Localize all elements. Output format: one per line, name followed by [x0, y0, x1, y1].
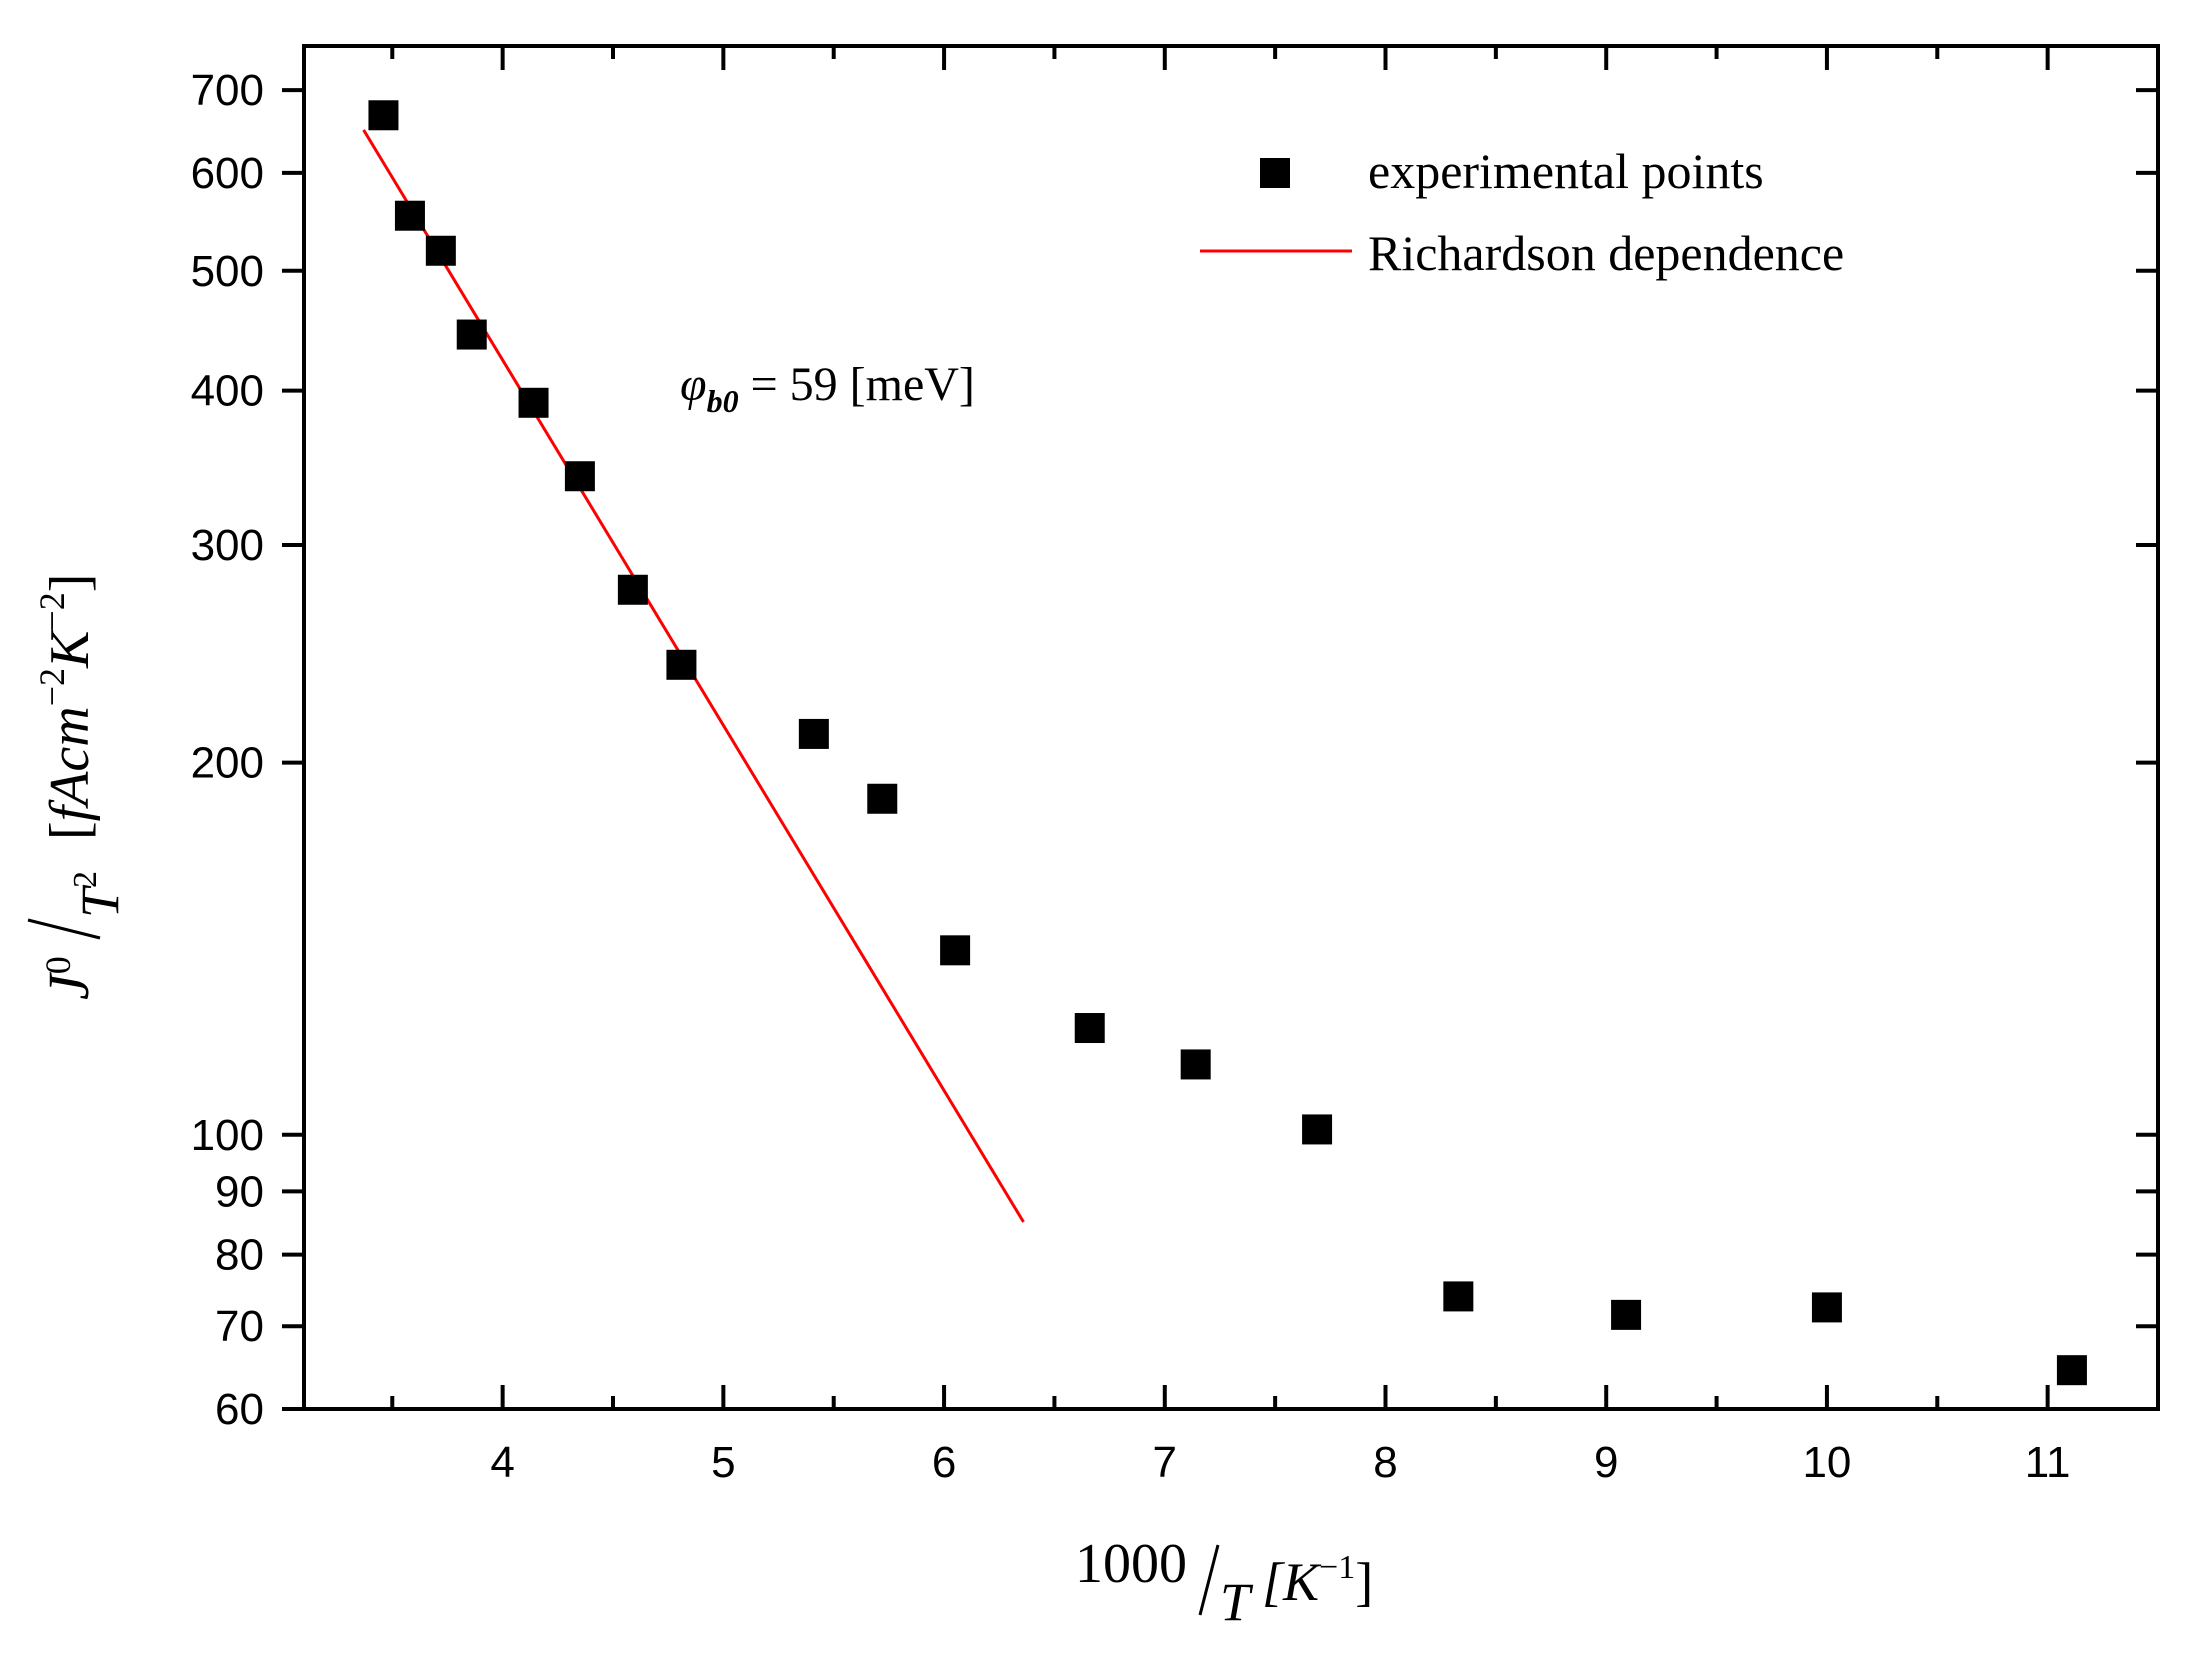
y-tick-label: 500 [191, 247, 264, 296]
barrier-annotation: φb0 = 59 [meV] [680, 358, 975, 419]
x-tick-label: 7 [1153, 1438, 1177, 1487]
data-point [1811, 1292, 1842, 1323]
y-label-denominator: T2 [67, 871, 130, 918]
x-tick-label: 4 [490, 1438, 514, 1487]
data-point [867, 783, 898, 814]
y-tick-label: 400 [191, 367, 264, 416]
data-point [1074, 1013, 1105, 1044]
legend-marker-points [1260, 158, 1290, 188]
x-axis-label: 1000 T [K−1] [1075, 1533, 1373, 1632]
x-tick-label: 10 [1802, 1438, 1851, 1487]
y-label-unit-exp1: −2 [32, 668, 72, 706]
data-point [617, 574, 648, 605]
y-label-unit-close: ] [39, 574, 101, 593]
legend-label-points: experimental points [1368, 143, 1764, 199]
annotation-sub: b0 [707, 383, 739, 419]
annotation-symbol: φ [680, 358, 707, 411]
data-point [564, 461, 595, 492]
y-label-main: J [36, 971, 101, 1000]
y-tick-label: 70 [215, 1302, 264, 1351]
y-label-numerator: J0 [36, 956, 101, 1000]
data-point [394, 200, 425, 231]
x-tick-label: 11 [2025, 1438, 2071, 1487]
legend: experimental points Richardson dependenc… [1200, 143, 1844, 281]
data-point [425, 235, 456, 266]
x-label-unit-close: ] [1355, 1552, 1373, 1612]
x-tick-label: 8 [1373, 1438, 1397, 1487]
y-label-unit-body: fAcm [39, 706, 101, 821]
y-label-fraction-slash [27, 918, 101, 940]
data-point [798, 718, 829, 749]
legend-label-fit: Richardson dependence [1368, 225, 1844, 281]
y-tick-label: 90 [215, 1167, 264, 1216]
annotation-value: = 59 [meV] [739, 358, 975, 411]
y-label-den-exp: 2 [67, 871, 104, 888]
x-tick-label: 6 [932, 1438, 956, 1487]
experimental-points-layer [368, 100, 2087, 1386]
y-tick-label: 600 [191, 149, 264, 198]
y-axis-ticks: 60 70 80 90 100 200 300 400 500 600 700 [191, 66, 2158, 1434]
x-label-fraction-slash [1198, 1544, 1220, 1616]
plot-frame [302, 44, 2160, 1411]
y-label-main-sub: 0 [38, 956, 78, 974]
y-tick-label: 80 [215, 1231, 264, 1280]
x-tick-label: 5 [711, 1438, 735, 1487]
data-point [940, 935, 971, 966]
y-label-unit-open: [ [39, 821, 101, 840]
y-tick-label: 200 [191, 739, 264, 788]
data-point [1443, 1281, 1474, 1312]
data-point [1180, 1049, 1211, 1080]
data-point [456, 319, 487, 350]
y-tick-label: 60 [215, 1385, 264, 1434]
data-point [518, 387, 549, 418]
y-label-unit-exp2: −2 [32, 592, 72, 630]
y-label-unit-mid: K [39, 628, 101, 669]
data-point [368, 100, 399, 131]
x-label-unit-open: [K [1262, 1552, 1322, 1612]
x-label-denominator: T [1220, 1572, 1254, 1632]
y-label-den: T [70, 884, 130, 918]
data-point [666, 649, 697, 680]
x-label-numerator: 1000 [1075, 1533, 1187, 1595]
x-axis-ticks: 4 5 6 7 8 9 10 11 [390, 46, 2160, 1487]
y-tick-label: 700 [191, 66, 264, 115]
y-axis-label: J0 T2 [fAcm−2K−2] [27, 574, 130, 1000]
data-point [1611, 1299, 1642, 1330]
x-label-unit-exp: −1 [1319, 1549, 1355, 1586]
x-tick-label: 9 [1594, 1438, 1618, 1487]
y-tick-label: 300 [191, 521, 264, 570]
data-point [1302, 1114, 1333, 1145]
x-label-unit: [K−1] [1262, 1549, 1373, 1612]
data-point [2056, 1355, 2087, 1386]
y-label-unit: [fAcm−2K−2] [32, 574, 101, 840]
y-tick-label: 100 [191, 1111, 264, 1160]
